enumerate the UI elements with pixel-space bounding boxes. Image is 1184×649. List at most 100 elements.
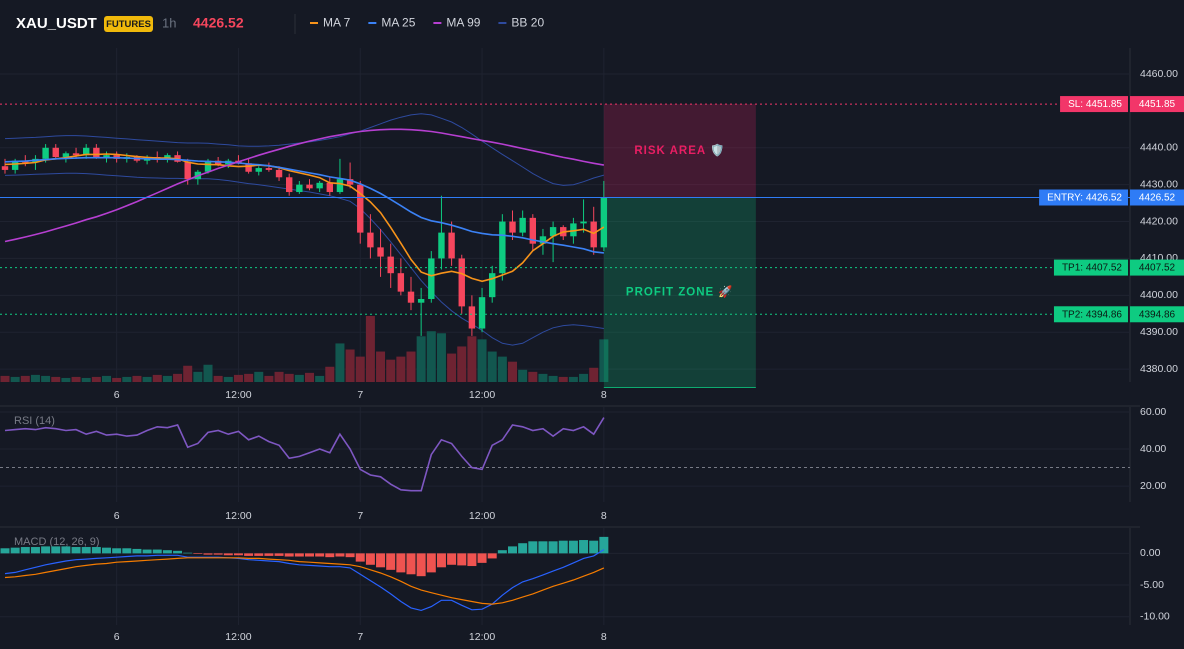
macd-hist-bar (0, 548, 10, 554)
volume-bar (264, 375, 274, 382)
macd-hist-bar (416, 553, 426, 577)
macd-hist-bar (61, 546, 71, 554)
macd-hist-bar (396, 553, 406, 573)
macd-hist-bar (152, 549, 162, 554)
x-tick-label: 6 (114, 389, 120, 401)
macd-hist-bar (102, 547, 111, 554)
macd-hist-bar (41, 546, 51, 554)
x-tick-label: 12:00 (469, 631, 495, 643)
volume-bar (0, 375, 10, 382)
y-tick-label: 4430.00 (1140, 178, 1178, 190)
candle-body (580, 221, 587, 224)
symbol: XAU_USDT (16, 15, 97, 32)
macd-hist-bar (436, 553, 446, 568)
volume-bar (81, 377, 91, 382)
candle-body (275, 169, 283, 178)
macd-hist-bar (365, 553, 375, 565)
price-label: SL: 4451.85 (1068, 99, 1122, 110)
price-value-bg (1130, 96, 1184, 113)
volume-bar (294, 374, 304, 382)
macd-hist-bar (497, 550, 507, 554)
y-tick-label: 4420.00 (1140, 215, 1178, 227)
macd-hist-bar (233, 553, 243, 556)
candle-body (367, 232, 374, 248)
volume-bar (477, 339, 487, 382)
x-tick-label: 12:00 (225, 389, 251, 401)
price-label-bg (1053, 259, 1128, 276)
zone (603, 197, 756, 388)
macd-hist-bar (477, 553, 487, 563)
volume-bar (568, 376, 578, 382)
macd-hist-bar (203, 553, 213, 555)
zone (603, 104, 756, 198)
ma-line (4, 153, 605, 283)
macd-hist-bar (223, 553, 233, 556)
macd-hist-bar (142, 549, 152, 554)
macd-hist-bar (355, 553, 365, 562)
macd-hist-bar (335, 553, 345, 557)
candle-body (407, 291, 415, 303)
x-tick-label: 6 (114, 631, 120, 643)
price-value-bg (1130, 306, 1184, 323)
candle-body (387, 256, 394, 274)
candle-body (62, 153, 70, 157)
volume-bar (447, 353, 457, 382)
price-label: TP1: 4407.52 (1062, 263, 1122, 274)
volume-bar (548, 375, 558, 382)
volume-bar (416, 336, 426, 382)
macd-hist-bar (548, 541, 558, 554)
macd-hist-bar (173, 550, 183, 554)
candle-body (428, 258, 435, 300)
volume-bar (386, 359, 396, 382)
volume-bar (91, 376, 101, 382)
macd-hist-bar (305, 553, 314, 557)
y-tick-label: 4380.00 (1140, 363, 1178, 375)
macd-hist-bar (91, 547, 101, 554)
candle-body (52, 147, 59, 157)
macd-hist-bar (274, 553, 284, 556)
price-label: TP2: 4394.86 (1062, 309, 1122, 320)
candle-body (346, 179, 354, 185)
macd-hist-bar (294, 553, 304, 557)
y-tick-label: 4400.00 (1140, 289, 1178, 301)
zone-label: PROFIT ZONE 🚀 (626, 285, 734, 299)
candle-body (357, 184, 364, 233)
x-tick-label: 8 (601, 631, 607, 643)
pane-title: MACD (12, 26, 9) (14, 536, 100, 548)
candle-body (42, 147, 49, 159)
volume-bar (244, 373, 254, 382)
candle-body (509, 221, 516, 233)
volume-bar (538, 373, 548, 382)
macd-hist-bar (538, 541, 548, 554)
candle-body (519, 217, 526, 233)
candle-body (448, 232, 455, 259)
volume-bar (122, 376, 132, 382)
volume-bar (30, 374, 40, 382)
macd-hist-bar (457, 553, 467, 566)
candle-body (458, 258, 465, 307)
candle-body (255, 168, 262, 172)
macd-hist-bar (284, 553, 294, 557)
candle-body (590, 221, 597, 248)
x-tick-label: 7 (357, 389, 363, 401)
macd-hist-bar (325, 553, 335, 558)
candle-body (377, 247, 384, 257)
volume-bar (203, 364, 213, 382)
volume-bar (406, 351, 416, 382)
macd-hist-bar (244, 553, 254, 556)
price-value: 4426.52 (1139, 193, 1176, 204)
macd-hist-bar (112, 548, 122, 554)
legend-label: BB 20 (511, 16, 544, 30)
volume-bar (335, 343, 345, 382)
candle-body (570, 223, 577, 237)
price-value-bg (1130, 259, 1184, 276)
macd-hist-bar (528, 541, 538, 554)
badge-bg (104, 16, 153, 32)
x-tick-label: 8 (601, 510, 607, 522)
macd-hist-bar (487, 553, 497, 559)
y-tick-label: 4440.00 (1140, 142, 1178, 154)
volume-bar (325, 366, 335, 382)
volume-bar (233, 374, 243, 382)
volume-bar (589, 367, 599, 382)
macd-hist-bar (447, 553, 457, 565)
